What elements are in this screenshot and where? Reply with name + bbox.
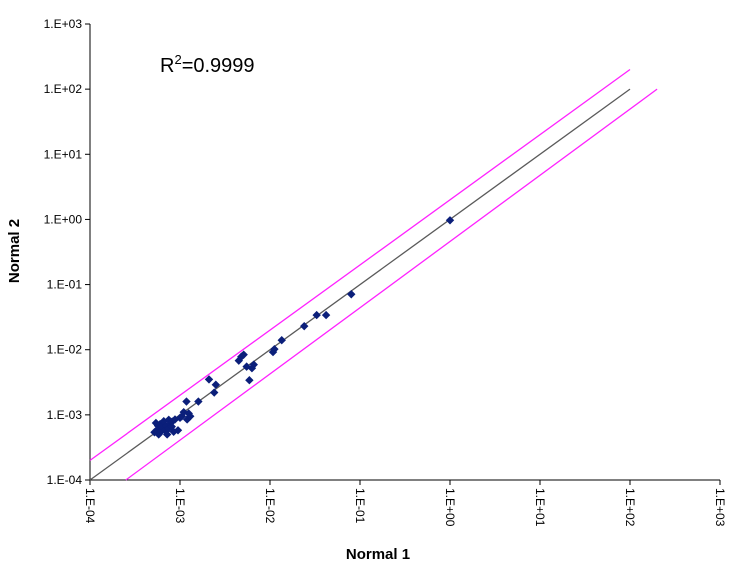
y-tick-label: 1.E+02: [44, 82, 83, 96]
x-tick-label: 1.E-01: [353, 488, 367, 524]
y-tick-label: 1.E-01: [47, 278, 83, 292]
x-tick-label: 1.E+03: [713, 488, 727, 527]
lower-bound-line: [125, 88, 658, 481]
data-point: [321, 310, 331, 320]
data-point: [249, 360, 258, 369]
x-tick-label: 1.E+00: [443, 488, 457, 527]
x-axis-title: Normal 1: [346, 546, 410, 563]
y-tick-label: 1.E-04: [47, 473, 83, 487]
y-tick-label: 1.E+03: [44, 17, 83, 31]
x-tick-label: 1.E+01: [533, 488, 547, 527]
data-point: [182, 397, 191, 406]
data-point: [186, 412, 195, 421]
data-point: [211, 380, 221, 389]
data-point: [445, 216, 455, 225]
data-point: [173, 426, 183, 435]
x-tick-label: 1.E-02: [263, 488, 277, 524]
y-tick-label: 1.E+00: [44, 212, 83, 226]
y-tick-label: 1.E+01: [44, 147, 83, 161]
data-points: [150, 216, 455, 439]
axes: [85, 23, 721, 485]
data-point: [270, 344, 279, 354]
tick-labels: 1.E-04 1.E-03 1.E-02 1.E-01 1.E+00 1.E+01 1.E+…: [44, 17, 727, 527]
r-squared-base: R: [160, 55, 174, 77]
r-squared-value: =0.9999: [182, 55, 255, 77]
data-point: [312, 310, 321, 320]
r-squared-superscript: 2: [174, 52, 181, 67]
y-axis-title: Normal 2: [6, 219, 23, 283]
data-point: [179, 407, 188, 417]
data-point: [210, 388, 219, 397]
data-point: [277, 335, 286, 345]
y-tick-label: 1.E-03: [47, 408, 83, 422]
data-point: [347, 290, 356, 299]
data-point: [162, 430, 172, 439]
data-point: [300, 321, 309, 331]
data-point: [239, 350, 248, 359]
data-point: [169, 427, 178, 436]
x-tick-label: 1.E-03: [173, 488, 187, 524]
data-point: [194, 397, 203, 406]
x-tick-label: 1.E+02: [623, 488, 637, 527]
data-point: [204, 375, 214, 384]
data-point: [245, 376, 254, 385]
x-tick-label: 1.E-04: [83, 488, 97, 524]
r-squared-annotation: R2=0.9999: [160, 52, 255, 77]
y-tick-label: 1.E-02: [47, 343, 83, 357]
data-point: [151, 418, 161, 428]
upper-bound-line: [89, 69, 631, 461]
